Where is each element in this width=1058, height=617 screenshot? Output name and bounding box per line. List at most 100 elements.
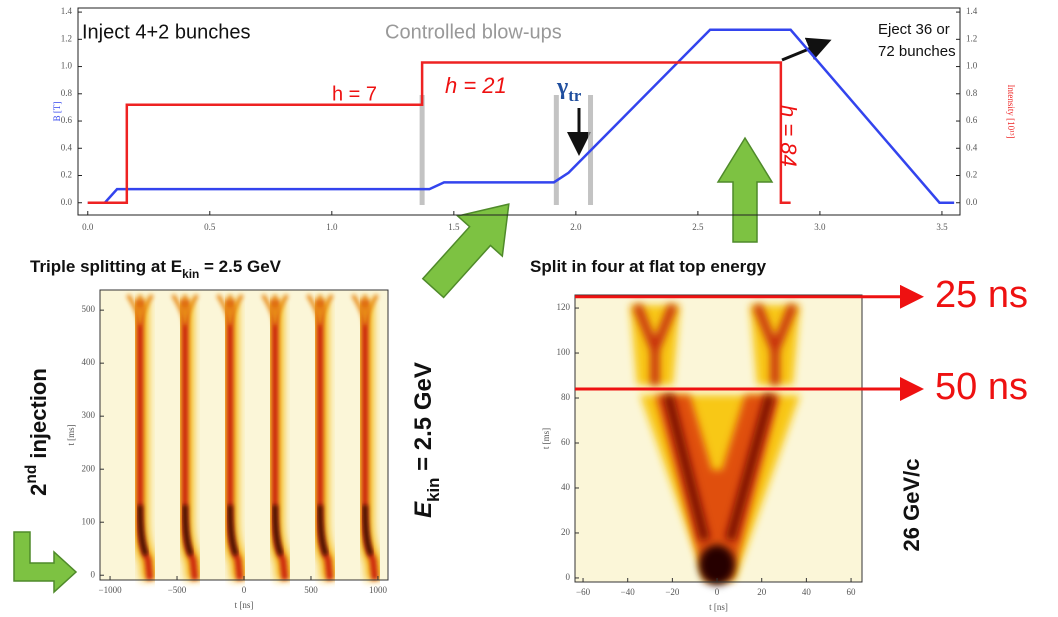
- y2-tick-label: 0.6: [966, 115, 978, 125]
- x-tick-label: 0: [242, 585, 247, 595]
- x-tick-label: 3.5: [936, 222, 948, 232]
- bunch-core: [699, 545, 735, 585]
- y-tick-label: 200: [82, 463, 96, 473]
- green-arrow: [716, 136, 774, 243]
- x-tick-label: 0: [715, 587, 720, 597]
- y-tick-label: 100: [557, 347, 571, 357]
- y-tick-label: 0: [566, 572, 571, 582]
- x-tick-label: 1.0: [326, 222, 338, 232]
- y-tick-label: 1.4: [61, 6, 73, 16]
- x-axis-label: t [ns]: [709, 602, 728, 612]
- x-tick-label: −1000: [99, 585, 123, 595]
- heatmap-title: Split in four at flat top energy: [530, 257, 767, 276]
- y-tick-label: 120: [557, 302, 571, 312]
- y-tick-label: 1.2: [61, 33, 72, 43]
- bunch-core: [137, 504, 149, 556]
- text-part: nd: [23, 465, 40, 484]
- plot-frame: [77, 7, 961, 216]
- y2-axis-label: Intensity [10¹³]: [1006, 84, 1016, 138]
- y-tick-label: 40: [561, 482, 571, 492]
- x-tick-label: −500: [168, 585, 187, 595]
- y-tick-label: 0.0: [61, 197, 73, 207]
- split-trace: [752, 303, 798, 385]
- text-part: Split in four at flat top energy: [530, 257, 767, 276]
- text-part: kin: [424, 478, 443, 502]
- bunch-fork: [216, 293, 244, 326]
- plot-frame: [574, 294, 863, 583]
- text-part: tr: [568, 86, 582, 105]
- data-line: [87, 28, 955, 204]
- text-part: kin: [182, 267, 199, 281]
- y-tick-label: 20: [561, 527, 571, 537]
- y-tick-label: 0.4: [61, 142, 73, 152]
- y-tick-label: 300: [82, 410, 96, 420]
- x-tick-label: 60: [847, 587, 857, 597]
- y-tick-label: 0.2: [61, 170, 72, 180]
- split-trace: [632, 303, 678, 385]
- x-tick-label: −60: [576, 587, 591, 597]
- data-line: [87, 61, 791, 204]
- y2-tick-label: 1.2: [966, 33, 977, 43]
- y2-tick-label: 0.0: [966, 197, 978, 207]
- injection-label: 2nd injection: [23, 368, 51, 496]
- bunch-core: [227, 504, 239, 556]
- text-part: 26 GeV/c: [899, 459, 924, 552]
- y-tick-label: 0: [91, 569, 96, 579]
- x-tick-label: 2.0: [570, 222, 582, 232]
- split-label: 50 ns: [935, 366, 1028, 408]
- heatmap-title: Triple splitting at Ekin = 2.5 GeV: [30, 257, 282, 281]
- heatmap-image: [630, 303, 800, 585]
- text-part: γ: [556, 74, 568, 100]
- text-part: Triple splitting at E: [30, 257, 182, 276]
- y2-tick-label: 1.0: [966, 61, 978, 71]
- y-tick-label: 1.0: [61, 61, 73, 71]
- y2-tick-label: 0.2: [966, 170, 977, 180]
- momentum-label: 26 GeV/c: [899, 459, 924, 552]
- y-axis-label: t [ms]: [66, 424, 76, 445]
- annotation: 72 bunches: [878, 43, 956, 60]
- annotation: h = 84: [776, 105, 801, 167]
- x-tick-label: 3.0: [814, 222, 826, 232]
- annotation: Controlled blow-ups: [385, 21, 562, 43]
- y2-tick-label: 0.8: [966, 88, 978, 98]
- green-arrow: [13, 531, 78, 594]
- arrow: [781, 37, 832, 62]
- gamma-tr-label: γtr: [556, 74, 582, 106]
- text-part: injection: [26, 368, 51, 465]
- split-label: 25 ns: [935, 274, 1028, 316]
- green-arrow: [421, 203, 510, 299]
- heatmap-image: [126, 293, 384, 581]
- y-axis-label: t [ms]: [541, 428, 551, 449]
- y-tick-label: 80: [561, 392, 571, 402]
- x-tick-label: 2.5: [692, 222, 704, 232]
- y-tick-label: 0.6: [61, 115, 73, 125]
- y-axis-label: B [T]: [52, 102, 62, 122]
- bunch-core: [317, 504, 329, 556]
- y-tick-label: 60: [561, 437, 571, 447]
- x-tick-label: 0.0: [82, 222, 94, 232]
- bunch-core: [182, 504, 194, 556]
- y-tick-label: 0.8: [61, 88, 73, 98]
- x-tick-label: 20: [757, 587, 767, 597]
- annotation: h = 21: [445, 73, 507, 98]
- x-tick-label: −40: [621, 587, 636, 597]
- bunch-core: [362, 504, 374, 556]
- x-tick-label: 500: [304, 585, 318, 595]
- bunch-body: [655, 395, 780, 580]
- annotation: h = 7: [332, 83, 377, 105]
- annotation: Eject 36 or: [878, 21, 950, 38]
- bunch-fork: [171, 293, 199, 326]
- x-tick-label: −20: [665, 587, 680, 597]
- text-part: = 2.5 GeV: [410, 362, 437, 477]
- bunch-fork: [306, 293, 334, 326]
- x-tick-label: 1000: [369, 585, 388, 595]
- text-part: 2: [26, 484, 51, 496]
- bunch-fork: [261, 293, 289, 326]
- x-tick-label: 0.5: [204, 222, 216, 232]
- bunch-core: [272, 504, 284, 556]
- y2-tick-label: 0.4: [966, 142, 978, 152]
- annotation: Inject 4+2 bunches: [82, 21, 250, 43]
- bunch-arm: [663, 393, 775, 542]
- y-tick-label: 500: [82, 304, 96, 314]
